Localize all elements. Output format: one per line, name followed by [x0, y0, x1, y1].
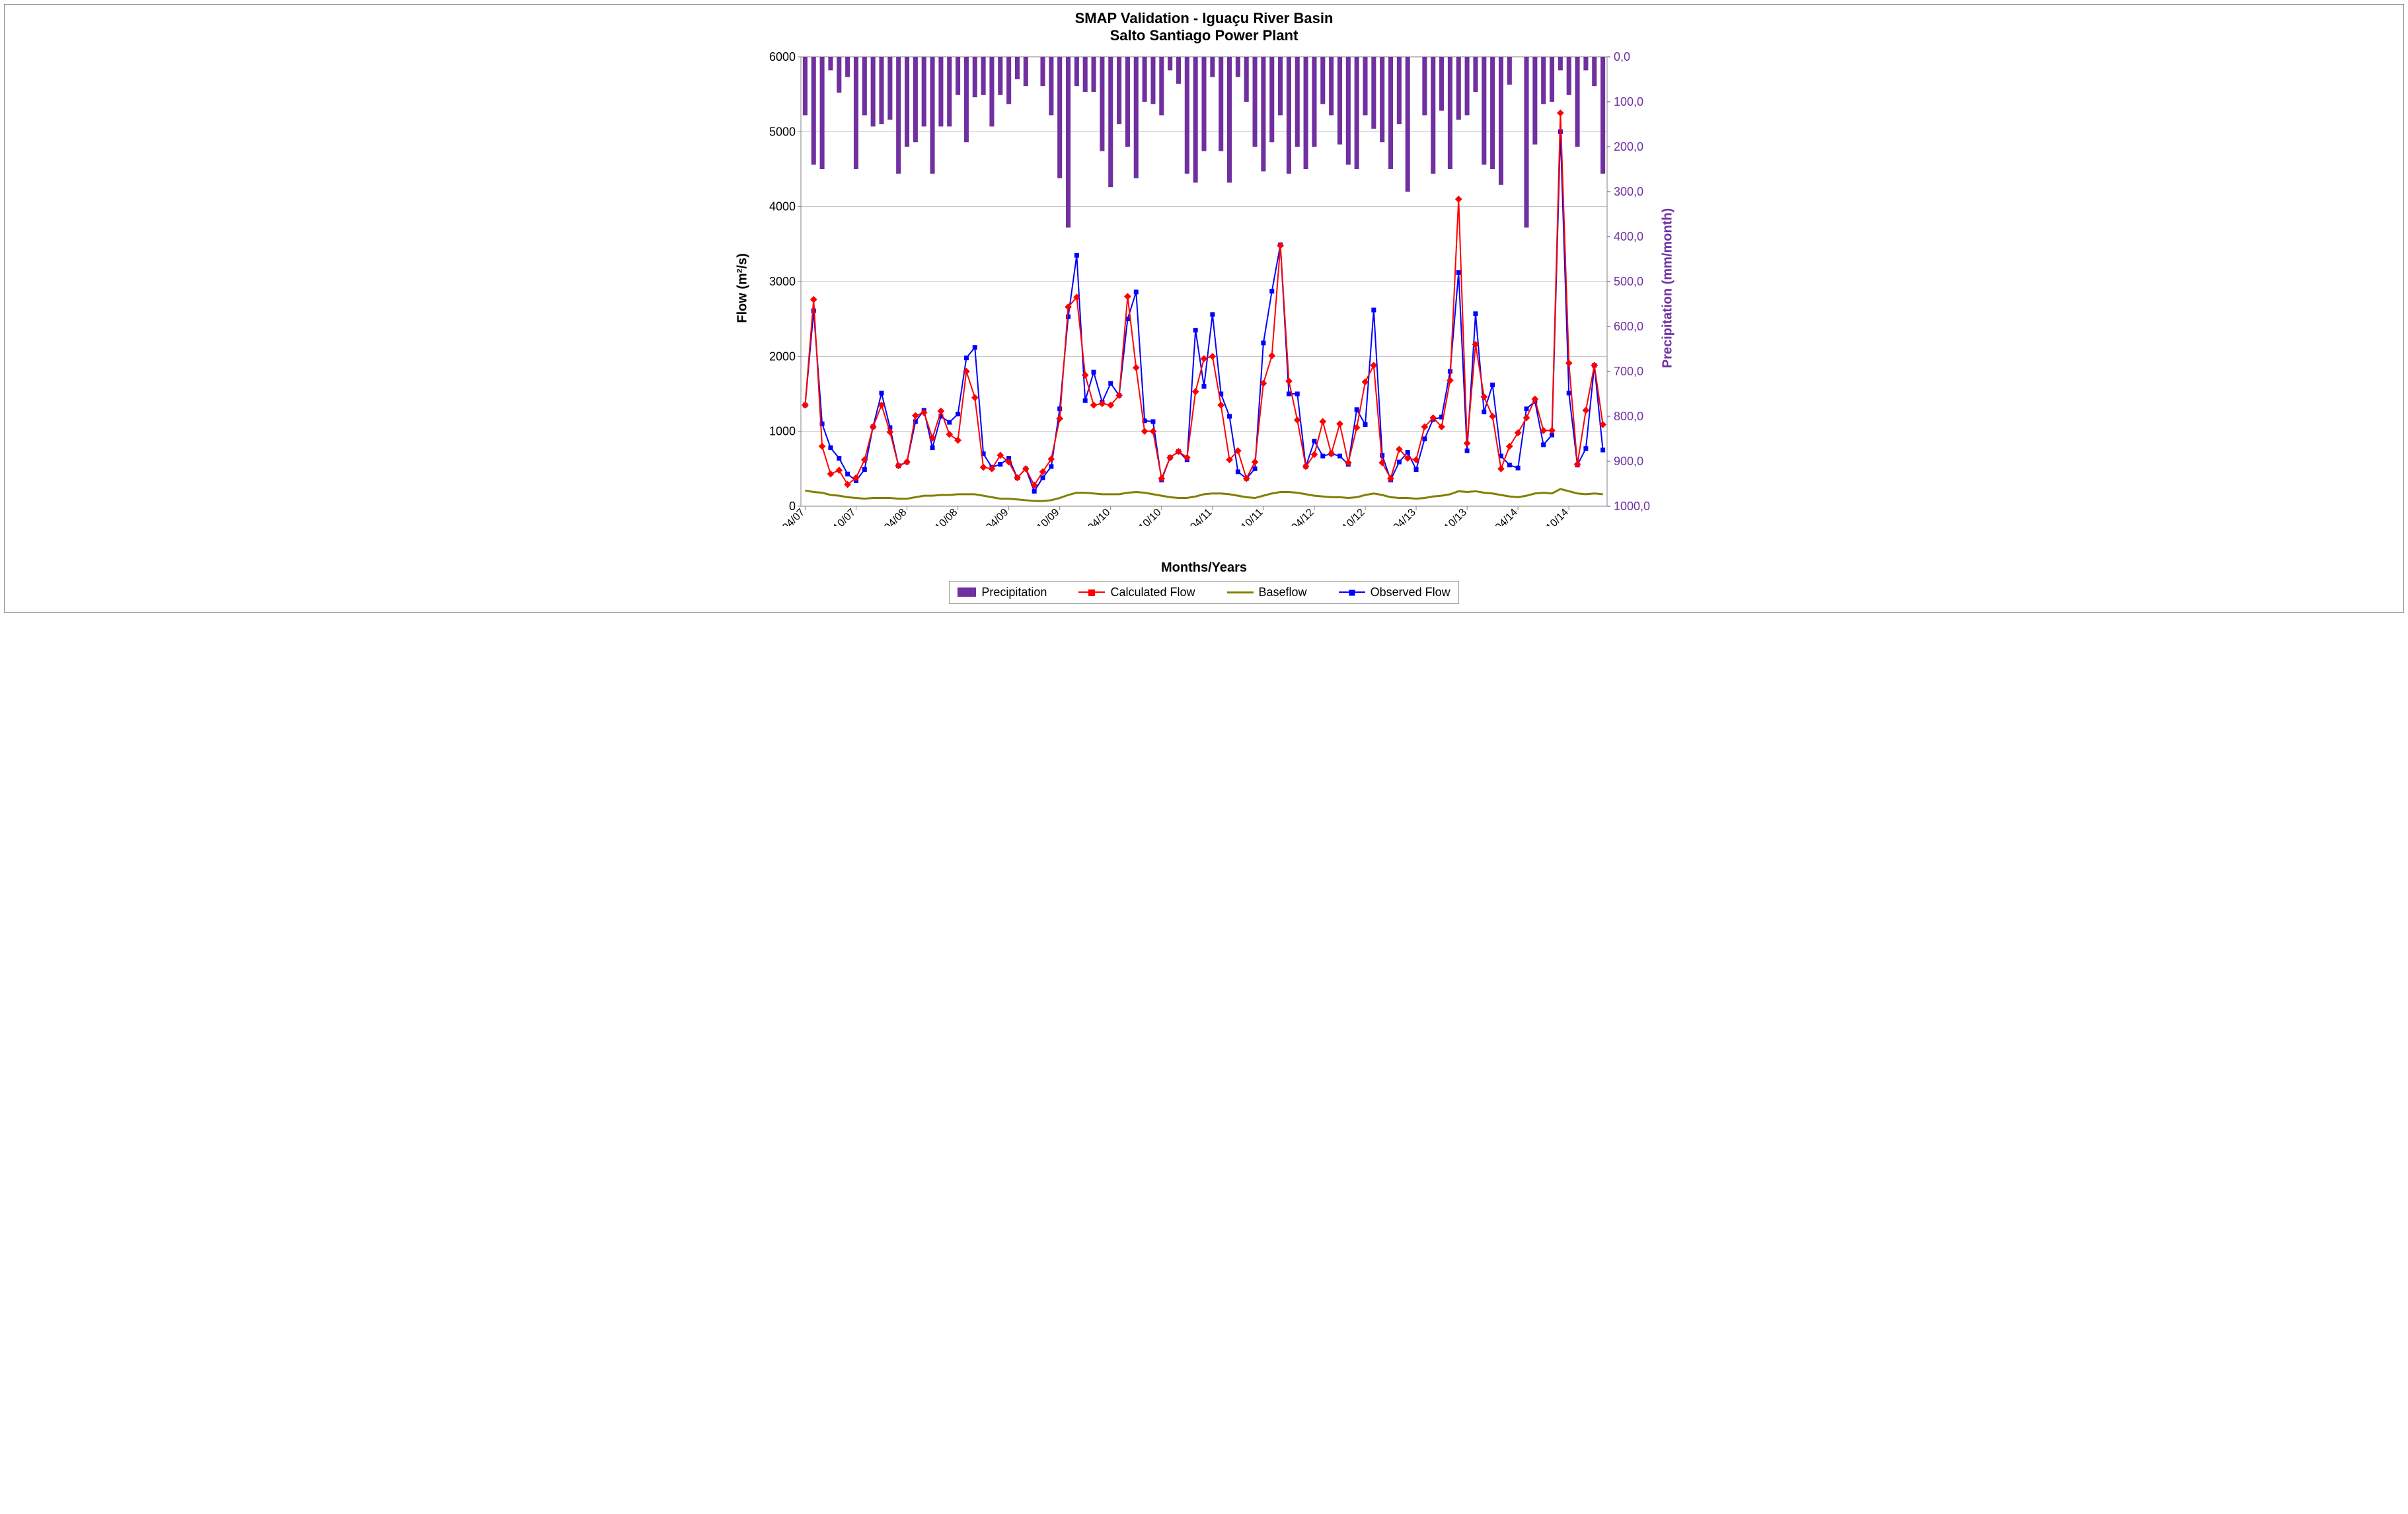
svg-text:300,0: 300,0: [1614, 185, 1643, 198]
svg-text:10/10: 10/10: [1137, 507, 1163, 526]
svg-text:04/12: 04/12: [1289, 507, 1316, 526]
legend-precipitation: Precipitation: [958, 586, 1047, 599]
svg-text:6000: 6000: [769, 50, 796, 63]
observed-swatch: [1339, 591, 1365, 593]
svg-text:10/07: 10/07: [831, 507, 858, 526]
title-line1: SMAP Validation - Iguaçu River Basin: [1075, 10, 1334, 26]
svg-text:10/11: 10/11: [1239, 507, 1265, 526]
svg-text:3000: 3000: [769, 275, 796, 288]
svg-text:04/08: 04/08: [882, 507, 909, 526]
svg-text:10/12: 10/12: [1340, 507, 1367, 526]
y-axis-right-label: Precipitation (mm/month): [1661, 208, 1676, 368]
svg-text:04/11: 04/11: [1188, 507, 1215, 526]
svg-text:10/09: 10/09: [1035, 507, 1061, 526]
svg-text:04/09: 04/09: [984, 507, 1010, 526]
legend-baseflow-label: Baseflow: [1259, 586, 1307, 599]
svg-text:1000,0: 1000,0: [1614, 500, 1650, 513]
svg-text:4000: 4000: [769, 200, 796, 213]
svg-text:1000: 1000: [769, 424, 796, 437]
svg-text:100,0: 100,0: [1614, 95, 1643, 108]
plot-svg: 01000200030004000500060000,0100,0200,030…: [748, 50, 1660, 526]
baseflow-swatch: [1227, 591, 1254, 593]
svg-text:10/08: 10/08: [933, 507, 959, 526]
chart-title: SMAP Validation - Iguaçu River Basin Sal…: [7, 10, 2401, 45]
legend-calculated-label: Calculated Flow: [1110, 586, 1195, 599]
svg-text:200,0: 200,0: [1614, 140, 1643, 153]
legend-precipitation-label: Precipitation: [981, 586, 1047, 599]
svg-text:900,0: 900,0: [1614, 455, 1643, 468]
svg-text:0,0: 0,0: [1614, 50, 1630, 63]
legend-observed-label: Observed Flow: [1371, 586, 1450, 599]
svg-text:04/13: 04/13: [1392, 507, 1418, 526]
svg-text:2000: 2000: [769, 350, 796, 363]
svg-text:800,0: 800,0: [1614, 410, 1643, 423]
svg-text:10/14: 10/14: [1544, 507, 1571, 526]
svg-text:500,0: 500,0: [1614, 275, 1643, 288]
legend-baseflow: Baseflow: [1227, 586, 1307, 599]
legend: Precipitation Calculated Flow Baseflow O…: [949, 581, 1458, 604]
svg-text:600,0: 600,0: [1614, 320, 1643, 333]
svg-text:10/13: 10/13: [1443, 507, 1469, 526]
x-axis-label: Months/Years: [7, 560, 2401, 576]
svg-text:5000: 5000: [769, 125, 796, 138]
y-axis-left-label: Flow (m²/s): [735, 253, 751, 323]
svg-text:04/10: 04/10: [1086, 507, 1112, 526]
chart-plot: Flow (m²/s) Precipitation (mm/month) 010…: [748, 50, 1660, 526]
svg-text:700,0: 700,0: [1614, 365, 1643, 378]
precipitation-swatch: [958, 587, 976, 597]
legend-observed: Observed Flow: [1339, 586, 1450, 599]
svg-text:04/14: 04/14: [1493, 507, 1520, 526]
calculated-swatch: [1078, 591, 1105, 593]
title-line2: Salto Santiago Power Plant: [1110, 27, 1298, 44]
legend-calculated: Calculated Flow: [1078, 586, 1195, 599]
svg-text:400,0: 400,0: [1614, 230, 1643, 243]
